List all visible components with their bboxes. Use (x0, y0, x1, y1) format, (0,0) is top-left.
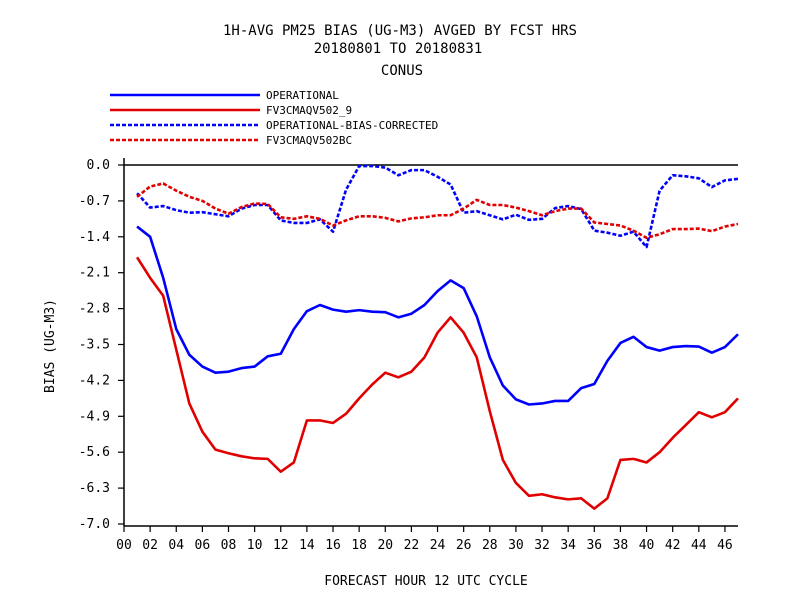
x-axis-ticks: 00 02 04 06 08 10 12 14 16 18 20 22 24 26 28 30 32 34 36 38… (116, 526, 733, 553)
legend-label: OPERATIONAL-BIAS-CORRECTED (266, 119, 438, 132)
x-tick-label: 22 (404, 538, 420, 553)
x-tick-label: 06 (195, 538, 211, 553)
x-tick-label: 02 (142, 538, 158, 553)
legend-label: FV3CMAQV502_9 (266, 104, 352, 117)
x-tick-label: 38 (613, 538, 629, 553)
x-tick-label: 00 (116, 538, 132, 553)
legend-label: OPERATIONAL (266, 89, 339, 102)
x-tick-label: 34 (560, 538, 576, 553)
y-tick-label: -6.3 (79, 481, 110, 496)
x-tick-label: 46 (717, 538, 733, 553)
x-tick-label: 36 (586, 538, 602, 553)
x-tick-label: 28 (482, 538, 498, 553)
y-tick-label: 0.0 (87, 158, 110, 173)
series-line-3 (136, 164, 739, 249)
y-tick-label: -7.0 (79, 517, 110, 532)
series-line-1 (136, 225, 739, 406)
chart-subtitle: 20180801 TO 20180831 (314, 41, 483, 57)
plot-area: 0.0 -0.7 -1.4 -2.1 -2.8 -3.5 -4.2 -4.9 -5.6 -6.3 -… (79, 158, 739, 553)
y-tick-label: -1.4 (79, 230, 110, 245)
legend: OPERATIONAL FV3CMAQV502_9 OPERATIONAL-BIAS… (110, 89, 438, 147)
x-axis-label: FORECAST HOUR 12 UTC CYCLE (324, 574, 528, 589)
y-tick-label: -2.8 (79, 302, 110, 317)
x-tick-label: 12 (273, 538, 289, 553)
x-tick-label: 44 (691, 538, 707, 553)
y-tick-label: -5.6 (79, 445, 110, 460)
x-tick-label: 30 (508, 538, 524, 553)
x-tick-label: 16 (325, 538, 341, 553)
x-tick-label: 10 (247, 538, 263, 553)
y-tick-label: -4.9 (79, 409, 110, 424)
x-tick-label: 42 (665, 538, 681, 553)
y-axis-ticks: 0.0 -0.7 -1.4 -2.1 -2.8 -3.5 -4.2 -4.9 -5.6 -6.3 -… (79, 158, 124, 532)
y-tick-label: -3.5 (79, 338, 110, 353)
x-tick-label: 04 (168, 538, 184, 553)
x-tick-label: 26 (456, 538, 472, 553)
chart-title: 1H-AVG PM25 BIAS (UG-M3) AVGED BY FCST H… (223, 23, 577, 39)
x-tick-label: 40 (639, 538, 655, 553)
series-line-4 (136, 182, 739, 240)
legend-label: FV3CMAQV502BC (266, 134, 352, 147)
y-tick-label: -0.7 (79, 194, 110, 209)
chart-region: CONUS (381, 63, 423, 79)
y-axis-label: BIAS (UG-M3) (43, 299, 58, 393)
series-line-2 (135, 256, 739, 510)
series-lines (135, 164, 739, 510)
x-tick-label: 32 (534, 538, 550, 553)
x-tick-label: 08 (221, 538, 237, 553)
x-tick-label: 20 (377, 538, 393, 553)
y-tick-label: -2.1 (79, 266, 110, 281)
x-tick-label: 14 (299, 538, 315, 553)
x-tick-label: 18 (351, 538, 367, 553)
x-tick-label: 24 (430, 538, 446, 553)
y-tick-label: -4.2 (79, 373, 110, 388)
